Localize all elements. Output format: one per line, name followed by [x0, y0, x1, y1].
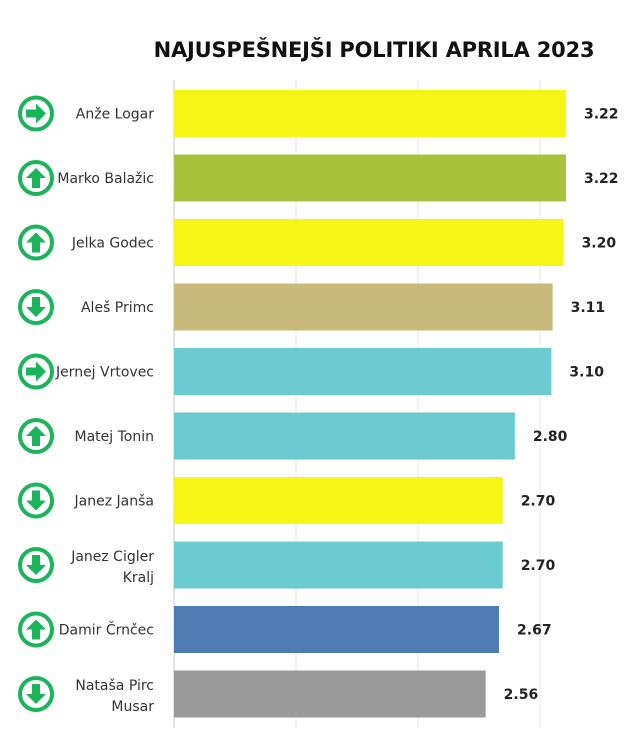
value-label: 3.11 [571, 300, 606, 316]
arrow-right-icon [18, 95, 54, 132]
arrow-down-icon [18, 676, 54, 712]
value-label: 3.20 [582, 236, 617, 252]
category-labels: Anže Logar Marko Balažic Jelka Godec Aleš P… [55, 107, 154, 716]
category-label: Damir Črnčec [59, 621, 154, 639]
category-label: Nataša Pirc Musar [75, 678, 154, 715]
bar [174, 90, 566, 137]
value-label: 3.22 [584, 107, 619, 123]
value-label: 2.80 [533, 429, 568, 445]
category-label: Janez Cigler Kralj [70, 549, 154, 586]
category-label: Jelka Godec [71, 236, 154, 252]
value-label: 3.10 [569, 365, 604, 381]
bar [174, 670, 486, 718]
trend-icons [18, 95, 54, 712]
bars [174, 90, 566, 718]
bar [174, 283, 553, 331]
category-label: Aleš Primc [81, 300, 154, 316]
arrow-down-icon [18, 289, 54, 325]
bar [174, 412, 515, 460]
arrow-up-icon [18, 160, 54, 196]
value-label: 2.70 [521, 494, 556, 510]
arrow-up-icon [18, 611, 54, 648]
chart-title: NAJUSPEŠNEJŠI POLITIKI APRILA 2023 [153, 38, 595, 62]
category-label: Anže Logar [76, 107, 154, 123]
arrow-down-icon [18, 547, 54, 583]
arrow-up-icon [18, 224, 54, 261]
bar [174, 477, 503, 524]
arrow-right-icon [18, 353, 54, 390]
arrow-down-icon [18, 482, 54, 519]
bar [174, 154, 566, 202]
value-label: 2.56 [504, 687, 539, 703]
category-label: Jernej Vrtovec [55, 365, 154, 381]
category-label: Matej Tonin [75, 429, 154, 445]
bar [174, 219, 564, 266]
bar [174, 541, 503, 589]
value-label: 3.22 [584, 171, 619, 187]
value-labels: 3.22 3.22 3.20 3.11 3.10 2.80 2.70 2.70 2.67 2.56 [504, 107, 619, 704]
value-label: 2.67 [517, 623, 552, 639]
bar [174, 606, 500, 653]
arrow-up-icon [18, 418, 54, 454]
category-label: Janez Janša [74, 494, 154, 510]
category-label: Marko Balažic [57, 171, 154, 187]
value-label: 2.70 [521, 558, 556, 574]
bar [174, 348, 552, 395]
